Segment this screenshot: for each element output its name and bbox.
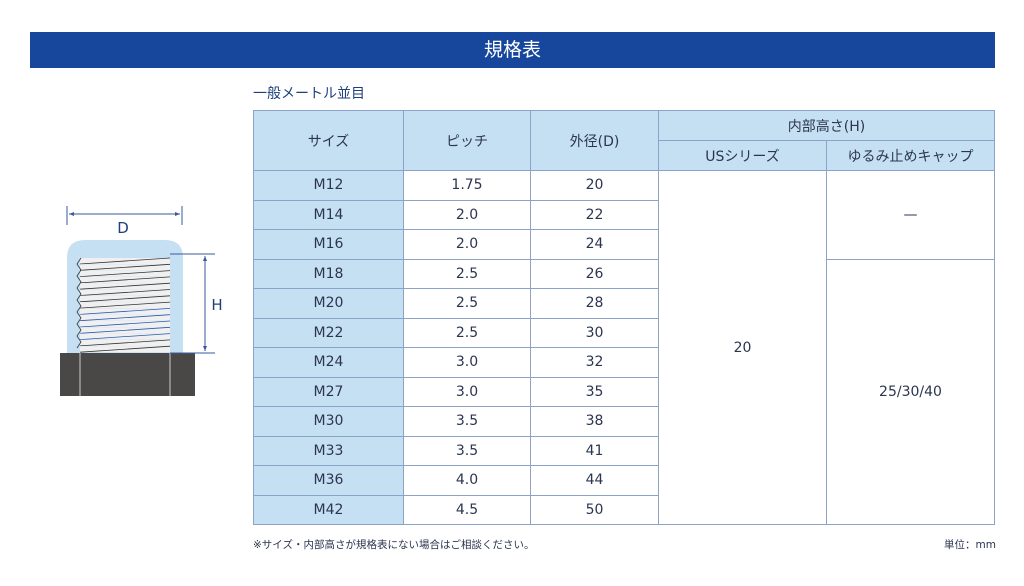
cell-pitch: 2.5 <box>403 317 531 348</box>
table-row: M36 4.0 44 <box>253 465 995 496</box>
cell-od: 26 <box>530 258 659 289</box>
cell-pitch: 4.5 <box>403 494 531 525</box>
table-row: M20 2.5 28 <box>253 288 995 319</box>
cell-lock: 25/30/40 <box>826 258 995 525</box>
cell-pitch: 2.0 <box>403 199 531 230</box>
cell-od: 22 <box>530 199 659 230</box>
cell-size: M42 <box>253 494 404 525</box>
cell-pitch: 3.5 <box>403 435 531 466</box>
cell-od: 41 <box>530 435 659 466</box>
cell-pitch: 3.5 <box>403 406 531 437</box>
table-row: M22 2.5 30 <box>253 317 995 348</box>
cell-size: M14 <box>253 199 404 230</box>
cell-size: M24 <box>253 347 404 378</box>
table-row: M12 1.75 20 20 — <box>253 170 995 525</box>
unit-label: 単位：mm <box>944 539 996 551</box>
d-label: D <box>117 219 129 237</box>
cell-size: M16 <box>253 229 404 260</box>
cell-pitch: 3.0 <box>403 347 531 378</box>
h-dimension: H <box>170 253 223 354</box>
cell-lock-none: — <box>826 170 995 260</box>
table-subtitle: 一般メートル並目 <box>253 86 365 102</box>
cell-size: M18 <box>253 258 404 289</box>
cell-pitch: 2.5 <box>403 288 531 319</box>
cell-pitch: 1.75 <box>403 170 531 201</box>
cell-size: M33 <box>253 435 404 466</box>
cell-od: 35 <box>530 376 659 407</box>
header-height: 内部高さ(H) <box>658 110 995 141</box>
cell-od: 28 <box>530 288 659 319</box>
cell-size: M20 <box>253 288 404 319</box>
header-lock: ゆるみ止めキャップ <box>826 140 995 171</box>
cell-size: M36 <box>253 465 404 496</box>
cell-size: M27 <box>253 376 404 407</box>
table-row: M33 3.5 41 <box>253 435 995 466</box>
spec-table: サイズ ピッチ 外径(D) 内部高さ(H) USシリーズ ゆるみ止めキャップ M… <box>253 110 995 525</box>
cell-size: M12 <box>253 170 404 201</box>
cell-od: 38 <box>530 406 659 437</box>
footnote: ※サイズ・内部高さが規格表にない場合はご相談ください。 <box>253 539 535 551</box>
table-row: M42 4.5 50 <box>253 494 995 525</box>
cell-od: 44 <box>530 465 659 496</box>
header-size: サイズ <box>253 110 404 171</box>
d-dimension: D <box>66 206 183 237</box>
nut <box>60 353 195 396</box>
cell-pitch: 3.0 <box>403 376 531 407</box>
cell-od: 32 <box>530 347 659 378</box>
cell-size: M22 <box>253 317 404 348</box>
table-row: M27 3.0 35 <box>253 376 995 407</box>
header-pitch: ピッチ <box>403 110 531 171</box>
h-label: H <box>211 296 222 314</box>
cell-us: 20 <box>658 170 827 525</box>
title-bar: 規格表 <box>30 32 995 68</box>
cell-size: M30 <box>253 406 404 437</box>
cell-od: 24 <box>530 229 659 260</box>
table-row: M24 3.0 32 <box>253 347 995 378</box>
cell-od: 30 <box>530 317 659 348</box>
cell-od: 50 <box>530 494 659 525</box>
cap-diagram: D H <box>60 206 223 396</box>
cell-od: 20 <box>530 170 659 201</box>
header-us: USシリーズ <box>658 140 827 171</box>
table-row: M18 2.5 26 25/30/40 <box>253 258 995 525</box>
cell-pitch: 4.0 <box>403 465 531 496</box>
table-row: M16 2.0 24 <box>253 229 995 260</box>
header-od: 外径(D) <box>530 110 659 171</box>
cell-pitch: 2.0 <box>403 229 531 260</box>
cell-pitch: 2.5 <box>403 258 531 289</box>
